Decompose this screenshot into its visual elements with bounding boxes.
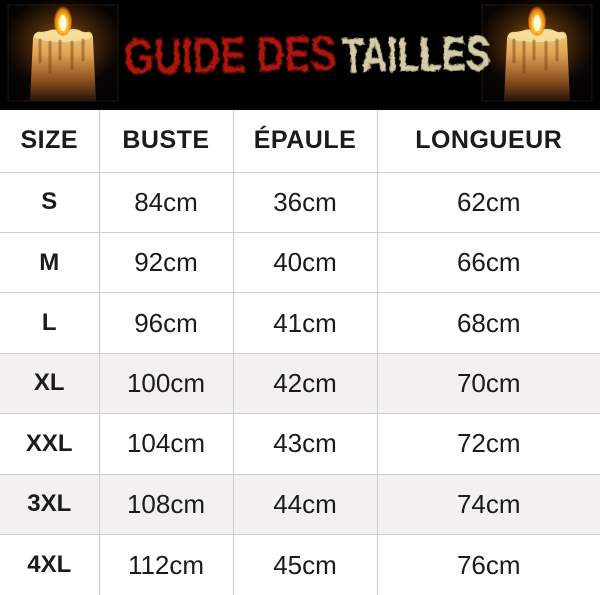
longueur-cell: 72cm	[376, 413, 600, 475]
epaule-cell: 44cm	[232, 473, 378, 536]
banner-graphic: GUIDE DES TAILLES	[0, 0, 600, 110]
size-guide-table: SIZE BUSTE ÉPAULE LONGUEUR S 84cm 36cm 6…	[0, 110, 600, 595]
size-cell: L	[0, 292, 100, 354]
buste-cell: 84cm	[98, 171, 234, 233]
longueur-cell: 68cm	[376, 292, 600, 354]
size-guide-banner: GUIDE DES TAILLES	[0, 0, 600, 110]
size-cell: 4XL	[0, 534, 100, 595]
longueur-cell: 74cm	[376, 473, 600, 536]
banner-title-guide-des: GUIDE DES	[124, 25, 337, 85]
longueur-cell: 76cm	[376, 534, 600, 595]
table-row: L 96cm 41cm 68cm	[0, 292, 600, 354]
column-header-epaule: ÉPAULE	[232, 110, 378, 173]
buste-cell: 104cm	[98, 413, 234, 475]
table-row: S 84cm 36cm 62cm	[0, 171, 600, 233]
buste-cell: 92cm	[98, 231, 234, 294]
size-cell: 3XL	[0, 473, 100, 536]
buste-cell: 100cm	[98, 352, 234, 415]
column-header-size: SIZE	[0, 110, 100, 173]
column-header-buste: BUSTE	[98, 110, 234, 173]
epaule-cell: 41cm	[232, 292, 378, 354]
column-header-longueur: LONGUEUR	[376, 110, 600, 173]
buste-cell: 96cm	[98, 292, 234, 354]
longueur-cell: 66cm	[376, 231, 600, 294]
epaule-cell: 43cm	[232, 413, 378, 475]
table-header-row: SIZE BUSTE ÉPAULE LONGUEUR	[0, 110, 600, 173]
longueur-cell: 70cm	[376, 352, 600, 415]
table-row: XL 100cm 42cm 70cm	[0, 352, 600, 415]
size-cell: M	[0, 231, 100, 294]
banner-title-tailles: TAILLES	[342, 28, 491, 84]
longueur-cell: 62cm	[376, 171, 600, 233]
size-cell: S	[0, 171, 100, 233]
table-row: 3XL 108cm 44cm 74cm	[0, 473, 600, 536]
banner-title: GUIDE DES TAILLES	[123, 25, 491, 86]
epaule-cell: 42cm	[232, 352, 378, 415]
epaule-cell: 45cm	[232, 534, 378, 595]
table-row: M 92cm 40cm 66cm	[0, 231, 600, 294]
table-row: XXL 104cm 43cm 72cm	[0, 413, 600, 475]
buste-cell: 112cm	[98, 534, 234, 595]
buste-cell: 108cm	[98, 473, 234, 536]
candle-icon-left	[3, 0, 123, 103]
size-cell: XL	[0, 352, 100, 415]
candle-icon-right	[477, 0, 597, 103]
epaule-cell: 36cm	[232, 171, 378, 233]
table-row: 4XL 112cm 45cm 76cm	[0, 534, 600, 595]
epaule-cell: 40cm	[232, 231, 378, 294]
size-cell: XXL	[0, 413, 100, 475]
